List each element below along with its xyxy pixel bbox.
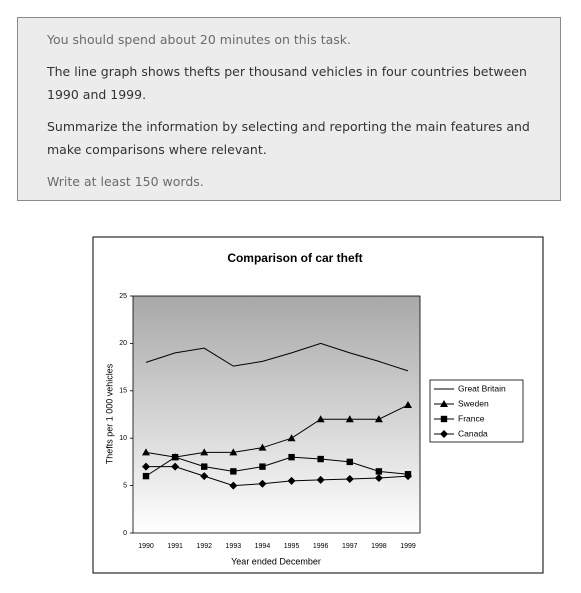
data-point (345, 415, 354, 423)
x-axis-label: Year ended December (231, 556, 321, 566)
x-tick-label: 1997 (342, 543, 358, 550)
y-tick-label: 10 (119, 435, 127, 442)
task-box: You should spend about 20 minutes on thi… (17, 17, 561, 201)
x-tick-label: 1999 (400, 543, 416, 550)
legend-label: Canada (458, 428, 488, 438)
legend-label: Sweden (458, 398, 489, 408)
x-tick-label: 1992 (196, 543, 212, 550)
data-point (345, 474, 354, 483)
x-tick-label: 1993 (226, 543, 242, 550)
data-point (317, 455, 324, 463)
data-point (346, 458, 353, 466)
task-line: Write at least 150 words. (47, 174, 204, 189)
x-tick-label: 1995 (284, 543, 300, 550)
y-axis-label: Thefts per 1 000 vehicles (104, 363, 114, 464)
data-point (404, 472, 412, 481)
x-tick-label: 1996 (313, 543, 329, 550)
data-point (258, 479, 267, 488)
data-point (259, 463, 266, 470)
data-point (375, 468, 383, 475)
data-point (200, 448, 209, 456)
legend-label: France (458, 413, 485, 423)
data-point (404, 401, 412, 409)
y-tick-label: 20 (119, 340, 127, 347)
data-point (288, 453, 295, 461)
y-tick-label: 25 (119, 293, 127, 300)
series-line (145, 404, 409, 458)
data-point (258, 443, 267, 451)
x-tick-label: 1994 (255, 543, 271, 550)
data-point (287, 434, 296, 442)
x-tick-label: 1991 (167, 543, 183, 550)
legend-marker (440, 430, 448, 438)
plot-area (132, 295, 421, 534)
data-point (201, 463, 208, 470)
data-point (316, 415, 325, 423)
data-point (200, 472, 209, 481)
legend-marker (440, 400, 448, 407)
task-line: You should spend about 20 minutes on thi… (47, 32, 351, 47)
series-line (146, 466, 409, 487)
x-tick-label: 1990 (138, 543, 154, 550)
x-tick-label: 1998 (371, 543, 387, 550)
chart-title: Comparison of car theft (227, 251, 362, 265)
data-point (229, 448, 238, 456)
data-point (142, 472, 150, 480)
data-point (142, 462, 150, 471)
series-line (145, 342, 409, 372)
data-point (142, 448, 150, 456)
data-point (230, 468, 237, 475)
data-point (316, 475, 325, 484)
data-point (171, 462, 180, 471)
data-point (229, 481, 238, 490)
y-tick-label: 5 (123, 482, 127, 489)
legend-marker (440, 415, 448, 423)
y-tick-label: 15 (119, 388, 127, 395)
y-tick-label: 0 (123, 530, 127, 537)
legend-label: Great Britain (458, 383, 506, 393)
task-line: Summarize the information by selecting a… (47, 119, 530, 157)
task-line: The line graph shows thefts per thousand… (47, 64, 527, 102)
data-point (287, 476, 296, 485)
data-point (374, 474, 383, 483)
data-point (374, 415, 383, 423)
series-line (145, 456, 409, 477)
data-point (171, 453, 179, 461)
